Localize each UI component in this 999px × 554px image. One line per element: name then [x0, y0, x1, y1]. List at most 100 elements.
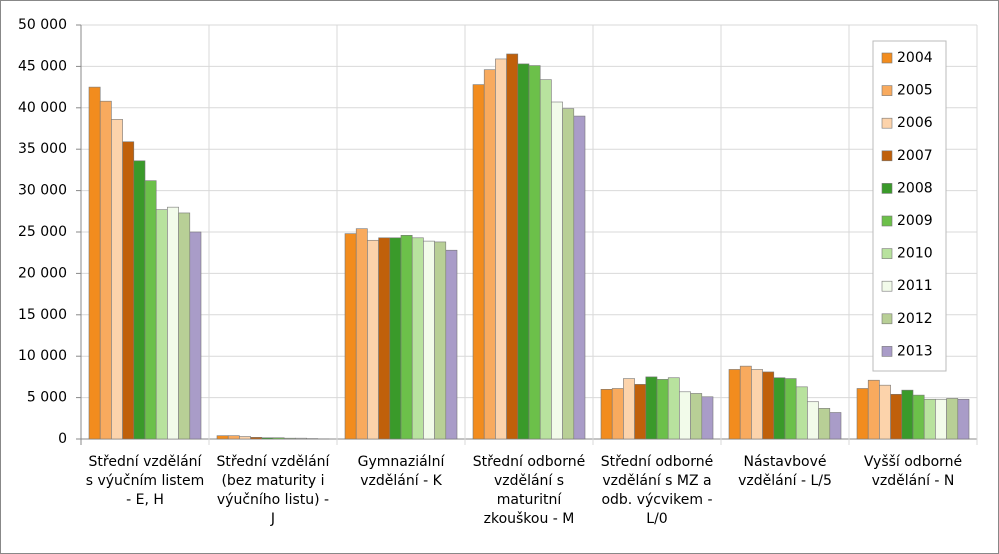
x-tick-label: Střední odborné vzdělání s maturitní zko… [472, 454, 586, 527]
x-tick-label: Nástavbové vzdělání - L/5 [738, 454, 832, 489]
bar [762, 371, 775, 440]
legend-label: 2006 [897, 115, 933, 131]
bar [856, 388, 869, 440]
bar [178, 212, 191, 440]
legend-label: 2004 [897, 50, 933, 66]
bar [611, 388, 624, 440]
bar [216, 435, 229, 440]
legend-swatch [881, 215, 893, 227]
bar [144, 180, 157, 440]
bar [483, 69, 496, 440]
bar [423, 240, 435, 440]
y-tick-label: 45 000 [18, 58, 67, 74]
y-tick-label: 25 000 [18, 224, 67, 240]
bar [133, 160, 146, 440]
y-tick-label: 40 000 [18, 100, 67, 116]
bar [879, 384, 891, 440]
x-tick-label: Střední vzdělání s výučním listem - E, H [85, 454, 205, 508]
legend-swatch [881, 117, 893, 129]
bar [389, 237, 402, 440]
y-tick-label: 50 000 [18, 17, 67, 33]
bar [551, 101, 563, 440]
y-tick-label: 20 000 [18, 265, 67, 281]
legend-label: 2012 [897, 311, 933, 327]
bar [528, 65, 541, 440]
bar [751, 369, 763, 440]
bar [957, 398, 970, 440]
bar [795, 386, 808, 440]
bar [946, 398, 959, 440]
bar [378, 237, 391, 440]
y-tick-label: 15 000 [18, 307, 67, 323]
bar [167, 206, 179, 440]
legend-swatch [881, 85, 893, 96]
bar [261, 437, 274, 440]
legend-label: 2013 [897, 343, 933, 359]
legend-swatch [881, 280, 893, 292]
bar [411, 237, 424, 440]
bar [344, 233, 357, 440]
bar [690, 393, 703, 440]
bar [250, 437, 263, 440]
bar [562, 108, 575, 440]
bar [829, 412, 842, 440]
y-tick-label: 10 000 [18, 348, 67, 364]
bar [701, 396, 714, 440]
bar [189, 231, 202, 440]
legend-label: 2010 [897, 246, 933, 262]
bar [272, 437, 285, 440]
legend-label: 2009 [897, 213, 933, 229]
bar [111, 119, 123, 440]
x-tick-label: Gymnaziální vzdělání - K [357, 454, 445, 489]
bar [784, 378, 797, 440]
bar [623, 378, 635, 440]
bar [239, 436, 251, 440]
legend-swatch [881, 248, 893, 259]
bar [890, 393, 903, 440]
bar [656, 379, 669, 440]
bar [667, 377, 680, 440]
bar [517, 63, 530, 440]
bar [901, 389, 914, 440]
bar [122, 141, 135, 440]
bar [923, 398, 936, 440]
bar [155, 209, 168, 440]
bar [434, 241, 447, 440]
bar [367, 239, 379, 440]
legend-swatch [881, 52, 893, 64]
legend-label: 2005 [897, 83, 933, 99]
y-tick-label: 5 000 [27, 390, 67, 406]
bar [645, 376, 658, 440]
bar [679, 391, 691, 440]
bar [818, 408, 831, 440]
bar [807, 401, 819, 440]
legend-label: 2007 [897, 148, 933, 164]
bar [495, 58, 507, 440]
legend-swatch [881, 183, 893, 194]
bar [935, 398, 947, 440]
bar [355, 228, 368, 440]
bar [600, 389, 613, 440]
legend-label: 2008 [897, 180, 933, 196]
bar [400, 235, 413, 440]
y-tick-label: 0 [58, 431, 67, 447]
bar [739, 365, 752, 440]
bar [99, 100, 112, 440]
bar [445, 249, 458, 440]
x-tick-label: Střední vzdělání (bez maturity i výučníh… [216, 454, 330, 527]
bar [912, 394, 925, 440]
bar [773, 377, 786, 440]
bar [539, 79, 552, 440]
y-tick-label: 35 000 [18, 141, 67, 157]
bar [88, 86, 101, 440]
bar [227, 435, 240, 440]
bar [634, 384, 647, 440]
legend-swatch [881, 313, 893, 325]
bar [472, 84, 485, 440]
legend-swatch [881, 346, 893, 357]
bar [867, 379, 880, 440]
bar [295, 437, 307, 440]
x-tick-label: Střední odborné vzdělání s MZ a odb. výc… [600, 454, 714, 527]
